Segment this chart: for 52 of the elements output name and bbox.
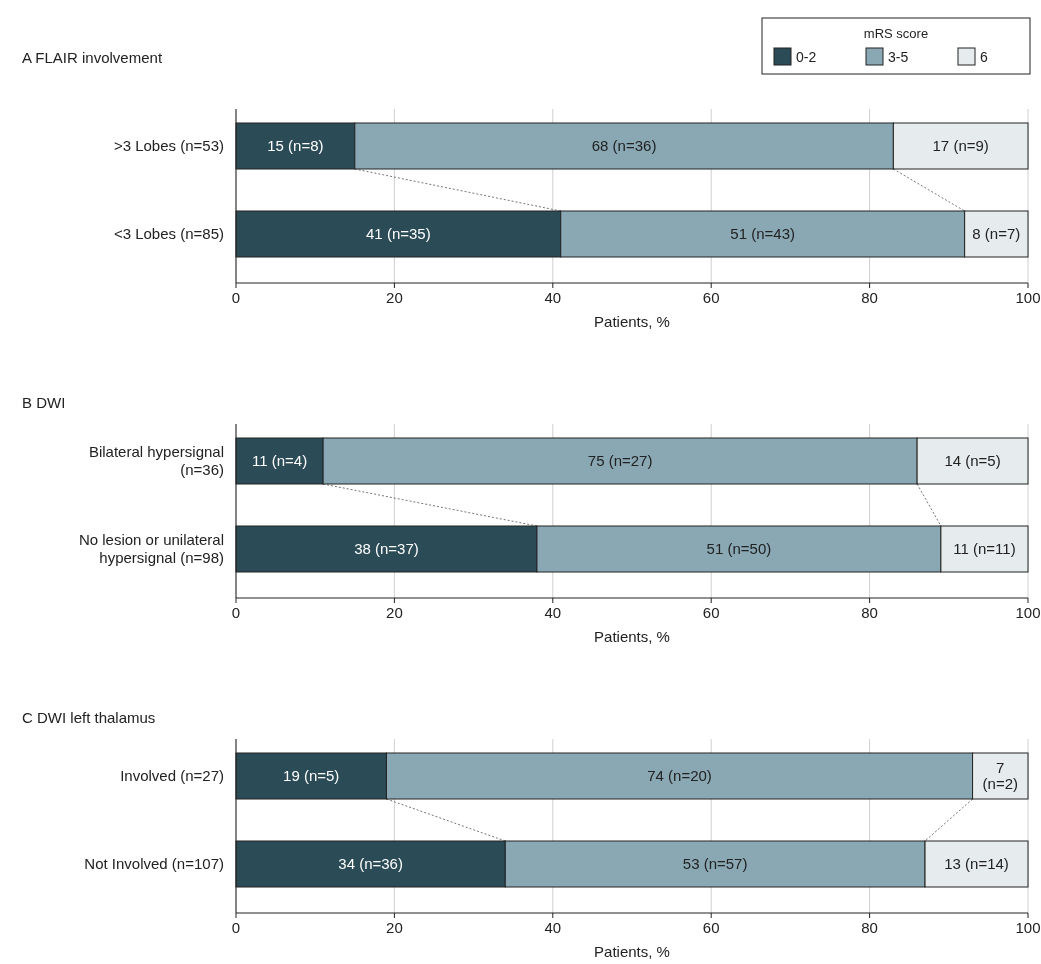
y-tick-label: Bilateral hypersignal (n=36)	[88, 443, 224, 478]
x-tick-label: 40	[544, 289, 562, 306]
data-label: 51 (n=50)	[706, 540, 772, 557]
x-axis-title: Patients, %	[594, 943, 670, 960]
x-tick-label: 0	[231, 919, 241, 936]
x-tick-label: 20	[386, 604, 403, 621]
x-tick-label: 40	[544, 604, 562, 621]
data-label: 38 (n=37)	[354, 540, 419, 557]
x-tick-label: 100	[1015, 919, 1041, 936]
legend-label: 0-2	[796, 49, 817, 65]
data-label: 15 (n=8)	[267, 137, 324, 154]
y-tick-label: Involved (n=27)	[120, 767, 224, 784]
text: B DWI	[22, 394, 66, 411]
x-tick-label: 100	[1015, 289, 1041, 306]
x-tick-label: 60	[702, 919, 720, 936]
x-tick-label: 20	[386, 289, 403, 306]
x-tick-label: 80	[861, 919, 878, 936]
x-tick-label: 0	[231, 604, 241, 621]
y-tick-label: No lesion or unilateral hypersignal (n=98)	[78, 531, 224, 566]
legend-title: mRS score	[863, 26, 929, 41]
data-label: 7 (n=2)	[982, 759, 1018, 792]
y-tick-label: <3 Lobes (n=85)	[113, 225, 224, 242]
data-label: 51 (n=43)	[730, 225, 795, 242]
y-tick-label: >3 Lobes (n=53)	[113, 137, 224, 154]
data-label: 11 (n=11)	[953, 540, 1016, 557]
legend-label: 6	[980, 49, 988, 65]
data-label: 8 (n=7)	[972, 225, 1021, 242]
x-tick-label: 60	[702, 289, 720, 306]
text: A FLAIR involvement	[22, 49, 163, 66]
data-label: 14 (n=5)	[944, 452, 1001, 469]
x-axis-title: Patients, %	[594, 313, 670, 330]
data-label: 41 (n=35)	[366, 225, 431, 242]
x-tick-label: 60	[702, 604, 720, 621]
x-tick-label: 80	[861, 604, 878, 621]
x-tick-label: 40	[544, 919, 562, 936]
text: C DWI left thalamus	[22, 709, 156, 726]
data-label: 13 (n=14)	[944, 855, 1009, 872]
x-tick-label: 20	[386, 919, 403, 936]
legend-label: 3-5	[888, 49, 909, 65]
data-label: 17 (n=9)	[932, 137, 989, 154]
y-tick-label: Not Involved (n=107)	[84, 855, 224, 872]
x-tick-label: 100	[1015, 604, 1041, 621]
x-tick-label: 0	[231, 289, 241, 306]
x-tick-label: 80	[861, 289, 878, 306]
data-label: 75 (n=27)	[587, 452, 653, 469]
data-label: 11 (n=4)	[251, 452, 308, 469]
data-label: 74 (n=20)	[647, 767, 712, 784]
data-label: 19 (n=5)	[283, 767, 340, 784]
data-label: 68 (n=36)	[591, 137, 657, 154]
data-label: 53 (n=57)	[682, 855, 748, 872]
x-axis-title: Patients, %	[594, 628, 670, 645]
data-label: 34 (n=36)	[338, 855, 403, 872]
